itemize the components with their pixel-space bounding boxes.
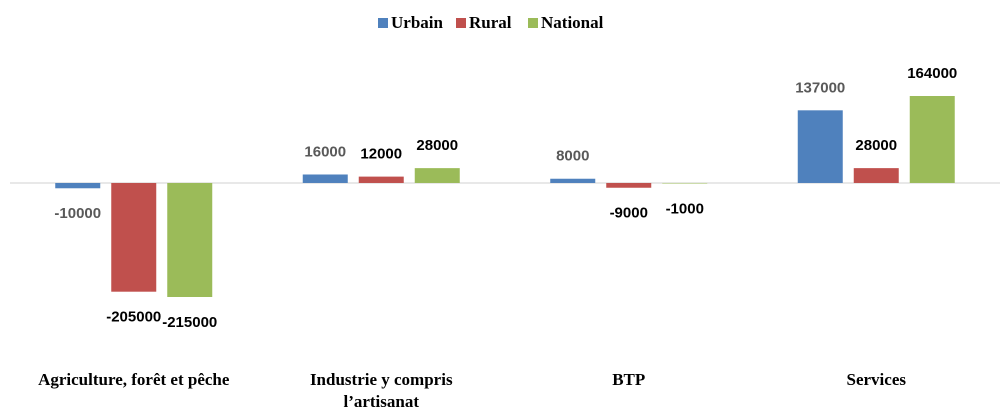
legend-label: National: [541, 13, 604, 32]
value-label: 8000: [556, 148, 589, 165]
value-label: 12000: [360, 146, 402, 163]
bar: [550, 178, 596, 183]
bar: [302, 174, 348, 183]
value-label: -1000: [666, 200, 704, 217]
bar: [662, 182, 708, 184]
value-label: 28000: [416, 137, 458, 154]
value-label: -205000: [106, 309, 161, 326]
value-label: -215000: [162, 314, 217, 331]
x-tick-label: Agriculture, forêt et pêche: [38, 370, 230, 389]
value-label: 16000: [304, 143, 346, 160]
legend-swatch: [528, 18, 538, 28]
value-label: 164000: [907, 65, 957, 82]
x-tick-label: Industrie y compris l’artisanat: [309, 370, 453, 411]
bar: [358, 176, 404, 183]
legend-label: Urbain: [391, 13, 444, 32]
bar: [853, 168, 899, 183]
x-tick-label: BTP: [612, 370, 646, 389]
legend-swatch: [456, 18, 466, 28]
value-label: -9000: [610, 205, 648, 222]
bar: [797, 110, 843, 183]
bar: [414, 168, 460, 183]
value-label: 137000: [795, 79, 845, 96]
value-label: 28000: [855, 137, 897, 154]
bar: [167, 182, 213, 297]
bar: [606, 182, 652, 188]
value-label: -10000: [54, 205, 101, 222]
bar: [55, 182, 101, 189]
x-tick-label: Services: [846, 370, 906, 389]
legend-label: Rural: [469, 13, 512, 32]
bar: [111, 182, 157, 292]
bar: [909, 96, 955, 183]
legend-swatch: [378, 18, 388, 28]
